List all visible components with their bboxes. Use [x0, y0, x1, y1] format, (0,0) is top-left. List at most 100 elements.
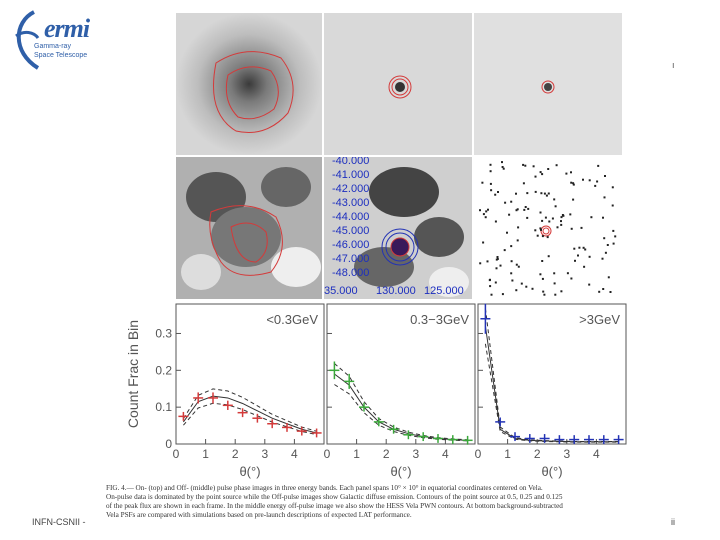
- photon-dot: [604, 175, 606, 177]
- photon-dot: [541, 235, 544, 238]
- caption-line: On-pulse data is dominated by the point …: [106, 493, 563, 501]
- y-tick: -47.000: [332, 253, 370, 265]
- photon-dot: [607, 276, 610, 279]
- photon-dot: [503, 249, 506, 252]
- photon-dot: [547, 192, 550, 195]
- photon-dot: [609, 291, 612, 293]
- photon-dot: [584, 248, 587, 251]
- sim-line: [484, 326, 619, 443]
- x-tick-label: 2: [534, 447, 541, 461]
- photon-dot: [508, 213, 511, 216]
- edge-mark: ı: [672, 60, 675, 70]
- sim-band-line: [484, 343, 619, 443]
- photon-dot: [515, 209, 518, 212]
- photon-dot: [543, 293, 546, 296]
- photon-dot: [534, 190, 537, 193]
- sim-band-line: [484, 308, 619, 442]
- footer-left: INFN-CSNII -: [32, 517, 86, 527]
- photon-dot: [488, 279, 491, 282]
- photon-dot: [573, 247, 576, 250]
- fermi-logo: ermi Gamma-ray Space Telescope: [4, 2, 114, 74]
- photon-dot: [516, 208, 519, 211]
- photon-dot: [606, 244, 609, 246]
- photon-dot: [570, 181, 573, 184]
- photon-dot: [572, 198, 575, 201]
- y-tick-label: 0.1: [155, 400, 172, 414]
- logo-subtitle: Gamma-ray Space Telescope: [34, 43, 88, 59]
- x-tick-label: 3: [261, 447, 268, 461]
- photon-dot: [482, 213, 485, 216]
- onpulse-high-energy-image: [474, 13, 622, 155]
- photon-dot: [522, 163, 525, 166]
- photon-dot: [536, 234, 539, 237]
- photon-dot: [494, 220, 497, 223]
- photon-dot: [597, 164, 600, 167]
- caption-line: FIG. 4.— On- (top) and Off- (middle) pul…: [106, 484, 543, 492]
- photon-dot: [486, 260, 489, 263]
- onpulse-mid-energy-image: [324, 13, 472, 155]
- sim-band-line: [334, 363, 468, 441]
- photon-dot: [553, 282, 556, 285]
- photon-dot: [545, 194, 548, 197]
- photon-dot: [548, 220, 551, 223]
- photon-dot: [510, 200, 513, 203]
- x-tick: 125.000: [424, 285, 464, 297]
- photon-dot: [598, 290, 601, 293]
- photon-dot: [501, 161, 503, 164]
- photon-dot: [527, 207, 530, 210]
- sky-image-grid: -40.000 -41.000 -42.000 -43.000 -44.000 …: [176, 13, 622, 299]
- photon-dot: [540, 228, 542, 231]
- photon-dot: [547, 255, 550, 258]
- photon-dot: [612, 229, 615, 232]
- photon-dot: [490, 293, 493, 296]
- x-tick-label: 2: [232, 447, 239, 461]
- photon-dot: [574, 259, 576, 262]
- photon-dot: [489, 163, 492, 166]
- photon-dot: [540, 192, 543, 195]
- photon-dot: [539, 227, 542, 230]
- photon-dot: [520, 282, 523, 285]
- caption-line: Vela PSFs are compared with simulations …: [106, 511, 412, 519]
- x-tick-label: 0: [475, 447, 482, 461]
- sim-band-line: [182, 388, 317, 432]
- x-tick-label: 4: [442, 447, 449, 461]
- panel-title: <0.3GeV: [266, 312, 318, 327]
- photon-dot: [570, 171, 572, 174]
- y-tick-label: 0.2: [155, 363, 172, 377]
- photon-dot: [553, 198, 556, 201]
- offpulse-high-energy-image: [474, 157, 622, 299]
- photon-dot: [561, 214, 564, 216]
- x-tick: 35.000: [324, 285, 358, 297]
- photon-dot: [517, 226, 520, 229]
- logo-wordmark: ermi: [44, 14, 90, 43]
- photon-dot: [554, 293, 557, 296]
- photon-dot: [479, 209, 481, 212]
- sim-band-line: [334, 384, 468, 442]
- photon-dot: [556, 226, 559, 229]
- x-tick-label: 3: [563, 447, 570, 461]
- photon-dot: [565, 172, 568, 175]
- photon-dot: [484, 216, 487, 219]
- x-tick: 130.000: [376, 285, 416, 297]
- photon-dot: [546, 236, 549, 239]
- photon-dot: [588, 255, 591, 258]
- y-tick: -40.000: [332, 157, 370, 167]
- photon-dot: [487, 208, 489, 211]
- photon-dot: [531, 287, 534, 290]
- x-tick-label: 1: [202, 447, 209, 461]
- photon-dot: [539, 273, 542, 276]
- photon-dot: [560, 223, 563, 226]
- photon-dot: [496, 256, 499, 258]
- y-tick-label: 0: [165, 437, 172, 451]
- photon-dot: [497, 191, 499, 193]
- y-tick: -43.000: [332, 197, 370, 209]
- panel-title: 0.3−3GeV: [410, 312, 469, 327]
- photon-dot: [510, 245, 513, 248]
- photon-dot: [582, 178, 584, 181]
- photon-dot: [517, 265, 520, 268]
- x-tick-label: 4: [291, 447, 298, 461]
- photon-dot: [614, 235, 617, 238]
- photon-dot: [611, 186, 614, 189]
- photon-dot: [526, 216, 529, 219]
- plot-frame: [175, 303, 325, 445]
